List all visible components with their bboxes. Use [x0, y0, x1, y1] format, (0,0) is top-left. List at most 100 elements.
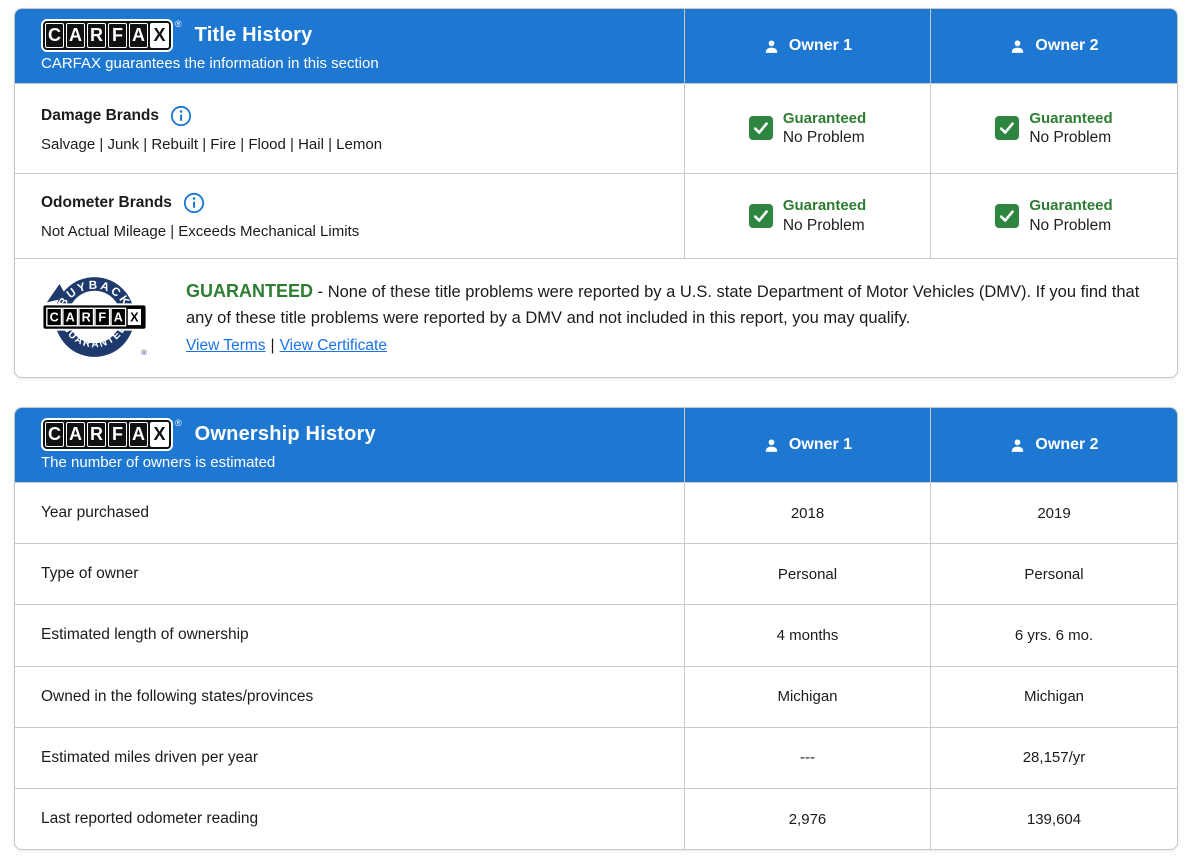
- guarantee-text-block: GUARANTEED - None of these title problem…: [186, 278, 1144, 358]
- damage-brands-info-icon[interactable]: [170, 105, 192, 127]
- table-row-length-of-ownership: Estimated length of ownership 4 months 6…: [15, 604, 1177, 665]
- owner-1-column-header: Owner 1: [684, 408, 930, 482]
- svg-text:®: ®: [141, 348, 147, 357]
- registered-mark: ®: [175, 19, 182, 29]
- green-check-icon: [749, 204, 773, 228]
- owner-1-label: Owner 1: [789, 37, 852, 55]
- table-row-year-purchased: Year purchased 2018 2019: [15, 482, 1177, 543]
- svg-text:X: X: [130, 310, 139, 324]
- owner-2-value: 6 yrs. 6 mo.: [930, 605, 1177, 665]
- owner-1-value: Michigan: [684, 667, 930, 727]
- person-icon: [1009, 437, 1026, 454]
- owner-2-value: Personal: [930, 544, 1177, 604]
- title-history-header: C A R F A X ® Title History CARFAX guara…: [15, 9, 1177, 83]
- table-row-states-provinces: Owned in the following states/provinces …: [15, 666, 1177, 727]
- ownership-history-header: C A R F A X ® Ownership History The numb…: [15, 408, 1177, 482]
- row-label: Year purchased: [15, 483, 684, 543]
- no-problem-text: No Problem: [1029, 216, 1112, 236]
- no-problem-text: No Problem: [783, 128, 866, 148]
- owner-2-value: Michigan: [930, 667, 1177, 727]
- ownership-history-header-main: C A R F A X ® Ownership History The numb…: [15, 408, 684, 482]
- carfax-logo-letter: A: [66, 23, 85, 48]
- odometer-owner-1-cell: Guaranteed No Problem: [684, 174, 930, 258]
- carfax-logo-letter: R: [87, 23, 106, 48]
- carfax-logo: C A R F A X: [43, 21, 171, 50]
- owner-2-value: 2019: [930, 483, 1177, 543]
- owner-1-value: Personal: [684, 544, 930, 604]
- odometer-brands-info-icon[interactable]: [183, 192, 205, 214]
- odometer-brands-label-cell: Odometer Brands Not Actual Mileage | Exc…: [15, 174, 684, 258]
- svg-text:A: A: [114, 310, 123, 324]
- carfax-logo-letter: X: [150, 422, 169, 447]
- damage-brands-row: Damage Brands Salvage | Junk | Rebuilt |…: [15, 83, 1177, 173]
- carfax-logo: C A R F A X: [43, 420, 171, 449]
- guaranteed-status: Guaranteed: [1029, 196, 1112, 216]
- guaranteed-heading: GUARANTEED: [186, 281, 313, 301]
- svg-text:F: F: [98, 310, 106, 324]
- carfax-logo-letter: A: [66, 422, 85, 447]
- guaranteed-status: Guaranteed: [1029, 109, 1112, 129]
- owner-1-value: 2018: [684, 483, 930, 543]
- carfax-logo-letter: C: [45, 23, 64, 48]
- title-history-header-main: C A R F A X ® Title History CARFAX guara…: [15, 9, 684, 83]
- guarantee-links: View Terms|View Certificate: [186, 334, 1144, 358]
- owner-1-value: 2,976: [684, 789, 930, 849]
- odometer-owner-2-cell: Guaranteed No Problem: [930, 174, 1177, 258]
- no-problem-text: No Problem: [1029, 128, 1112, 148]
- table-row-type-of-owner: Type of owner Personal Personal: [15, 543, 1177, 604]
- damage-owner-2-cell: Guaranteed No Problem: [930, 84, 1177, 173]
- owner-1-label: Owner 1: [789, 436, 852, 454]
- damage-owner-1-cell: Guaranteed No Problem: [684, 84, 930, 173]
- guarantee-banner: BUYBACK GUARANTEE C A R F A: [15, 258, 1177, 377]
- green-check-icon: [995, 116, 1019, 140]
- green-check-icon: [995, 204, 1019, 228]
- section-title: Ownership History: [195, 423, 376, 446]
- svg-text:R: R: [82, 310, 91, 324]
- person-icon: [763, 38, 780, 55]
- owner-2-value: 28,157/yr: [930, 728, 1177, 788]
- guarantee-body-text: - None of these title problems were repo…: [186, 283, 1139, 327]
- row-label: Type of owner: [15, 544, 684, 604]
- owner-1-column-header: Owner 1: [684, 9, 930, 83]
- view-certificate-link[interactable]: View Certificate: [280, 337, 387, 354]
- owner-1-value: ---: [684, 728, 930, 788]
- carfax-logo-letter: C: [45, 422, 64, 447]
- row-label: Last reported odometer reading: [15, 789, 684, 849]
- buyback-guarantee-badge-icon: BUYBACK GUARANTEE C A R F A: [41, 273, 148, 363]
- owner-2-column-header: Owner 2: [930, 9, 1177, 83]
- green-check-icon: [749, 116, 773, 140]
- ownership-history-section: C A R F A X ® Ownership History The numb…: [14, 407, 1178, 850]
- guaranteed-status: Guaranteed: [783, 109, 866, 129]
- row-label: Owned in the following states/provinces: [15, 667, 684, 727]
- owner-2-column-header: Owner 2: [930, 408, 1177, 482]
- view-terms-link[interactable]: View Terms: [186, 337, 266, 354]
- damage-brands-label: Damage Brands: [41, 107, 159, 125]
- svg-text:A: A: [66, 310, 75, 324]
- section-subtitle: CARFAX guarantees the information in thi…: [41, 55, 684, 72]
- registered-mark: ®: [175, 418, 182, 428]
- damage-brands-label-cell: Damage Brands Salvage | Junk | Rebuilt |…: [15, 84, 684, 173]
- owner-2-label: Owner 2: [1035, 37, 1098, 55]
- section-subtitle: The number of owners is estimated: [41, 454, 684, 471]
- row-label: Estimated miles driven per year: [15, 728, 684, 788]
- person-icon: [763, 437, 780, 454]
- damage-brands-list: Salvage | Junk | Rebuilt | Fire | Flood …: [41, 136, 660, 153]
- no-problem-text: No Problem: [783, 216, 866, 236]
- table-row-last-odometer-reading: Last reported odometer reading 2,976 139…: [15, 788, 1177, 849]
- odometer-brands-label: Odometer Brands: [41, 194, 172, 212]
- section-title: Title History: [195, 24, 313, 47]
- carfax-logo-letter: R: [87, 422, 106, 447]
- owner-2-label: Owner 2: [1035, 436, 1098, 454]
- carfax-logo-letter: A: [129, 23, 148, 48]
- odometer-brands-row: Odometer Brands Not Actual Mileage | Exc…: [15, 173, 1177, 258]
- carfax-logo-letter: F: [108, 422, 127, 447]
- table-row-miles-per-year: Estimated miles driven per year --- 28,1…: [15, 727, 1177, 788]
- owner-1-value: 4 months: [684, 605, 930, 665]
- odometer-brands-list: Not Actual Mileage | Exceeds Mechanical …: [41, 223, 660, 240]
- carfax-logo-letter: X: [150, 23, 169, 48]
- carfax-logo-letter: F: [108, 23, 127, 48]
- owner-2-value: 139,604: [930, 789, 1177, 849]
- guaranteed-status: Guaranteed: [783, 196, 866, 216]
- svg-text:C: C: [50, 310, 59, 324]
- row-label: Estimated length of ownership: [15, 605, 684, 665]
